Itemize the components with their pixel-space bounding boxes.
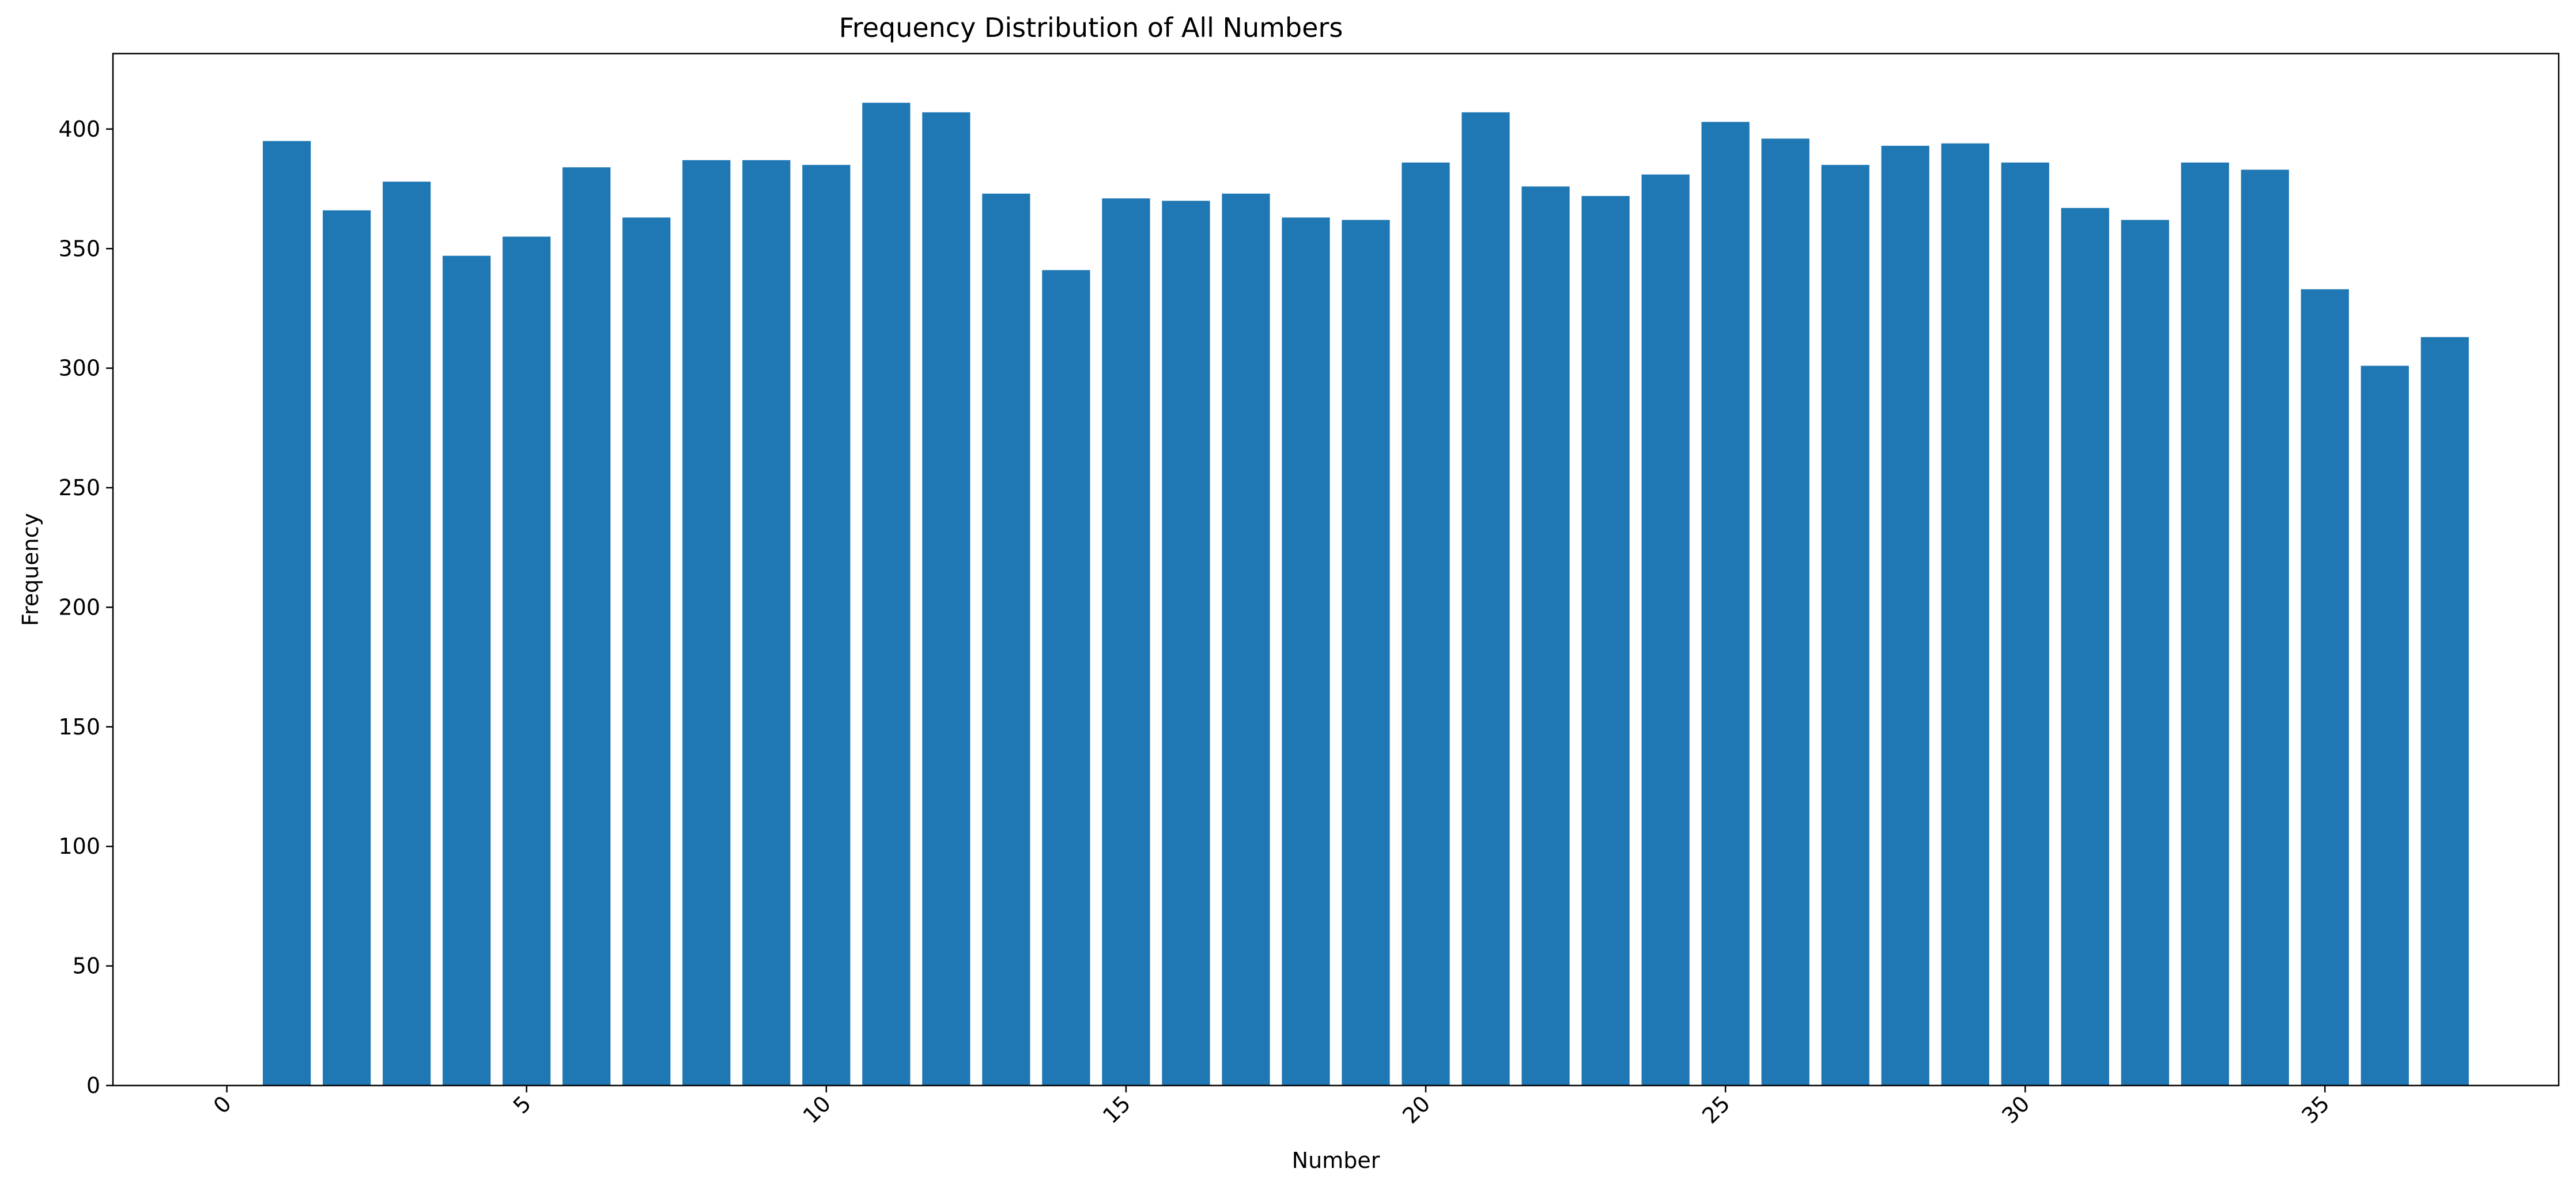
bars-layer xyxy=(263,103,2469,1086)
bar-29 xyxy=(1941,143,1989,1086)
bar-15 xyxy=(1102,198,1150,1086)
bar-2 xyxy=(323,210,371,1086)
bar-21 xyxy=(1461,112,1510,1086)
bar-7 xyxy=(622,217,671,1086)
bar-23 xyxy=(1581,196,1630,1086)
bar-11 xyxy=(862,103,911,1086)
chart-title: Frequency Distribution of All Numbers xyxy=(839,12,1343,43)
y-tick-label: 400 xyxy=(58,116,100,142)
y-axis-label: Frequency xyxy=(18,513,43,626)
bar-33 xyxy=(2181,162,2229,1086)
bar-20 xyxy=(1402,162,1450,1086)
bar-37 xyxy=(2420,337,2469,1086)
y-tick-label: 350 xyxy=(58,236,100,261)
bar-1 xyxy=(263,141,311,1086)
bar-3 xyxy=(383,182,431,1086)
bar-9 xyxy=(742,160,791,1086)
bar-19 xyxy=(1342,220,1390,1086)
bar-28 xyxy=(1881,145,1929,1086)
bar-26 xyxy=(1761,138,1810,1086)
bar-31 xyxy=(2061,208,2109,1086)
y-tick-label: 50 xyxy=(73,953,100,979)
bar-12 xyxy=(922,112,970,1086)
y-tick-label: 200 xyxy=(58,594,100,620)
y-tick-label: 300 xyxy=(58,356,100,381)
bar-35 xyxy=(2301,289,2349,1086)
y-tick-label: 150 xyxy=(58,714,100,740)
bar-24 xyxy=(1641,174,1690,1086)
bar-10 xyxy=(802,165,851,1086)
y-tick-label: 100 xyxy=(58,834,100,859)
bar-34 xyxy=(2241,169,2289,1086)
bar-22 xyxy=(1521,186,1570,1086)
bar-36 xyxy=(2360,365,2409,1086)
x-axis-label: Number xyxy=(1292,1148,1380,1173)
bar-13 xyxy=(982,193,1030,1086)
bar-30 xyxy=(2001,162,2049,1086)
bar-14 xyxy=(1042,270,1090,1086)
bar-17 xyxy=(1222,193,1270,1086)
bar-6 xyxy=(562,167,611,1086)
bar-27 xyxy=(1821,165,1869,1086)
y-tick-label: 250 xyxy=(58,475,100,500)
bar-5 xyxy=(503,236,551,1086)
bar-25 xyxy=(1701,122,1750,1086)
bar-18 xyxy=(1282,217,1330,1086)
bar-8 xyxy=(682,160,731,1086)
y-axis: 0 50 100 150 200 250 300 350 400 xyxy=(58,116,113,1098)
bar-4 xyxy=(443,255,491,1086)
bar-16 xyxy=(1162,201,1210,1086)
bar-32 xyxy=(2121,220,2169,1086)
y-tick-label: 0 xyxy=(86,1073,100,1098)
plot-frame xyxy=(112,52,2560,1087)
